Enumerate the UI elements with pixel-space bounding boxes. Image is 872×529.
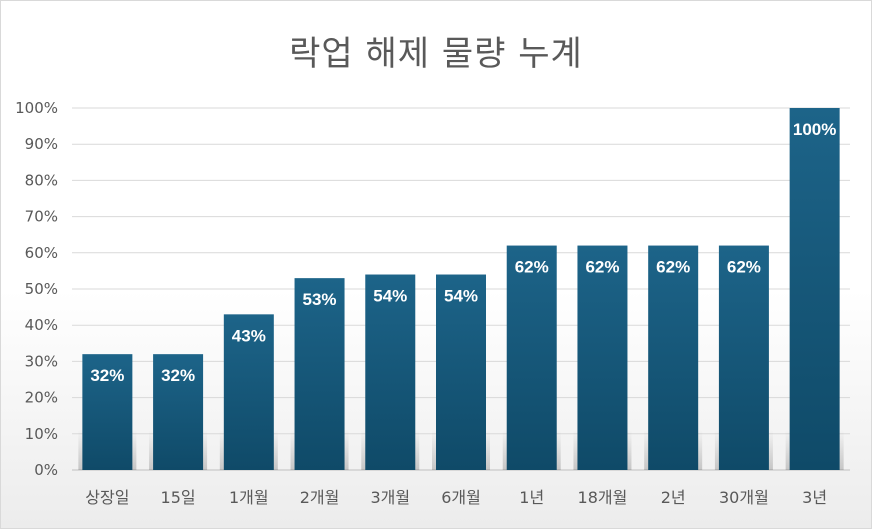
- y-tick-label: 10%: [25, 425, 58, 443]
- bar: [82, 354, 133, 470]
- data-label: 62%: [656, 258, 690, 277]
- x-tick-label: 6개월: [441, 488, 481, 507]
- data-label: 32%: [90, 366, 124, 385]
- bar: [789, 108, 840, 470]
- data-label: 53%: [303, 290, 337, 309]
- data-label: 54%: [373, 287, 407, 306]
- bar: [577, 245, 628, 470]
- y-tick-label: 80%: [25, 171, 58, 189]
- data-label: 54%: [444, 287, 478, 306]
- x-tick-label: 18개월: [578, 488, 628, 507]
- bar: [436, 274, 486, 470]
- bar: [648, 245, 699, 470]
- data-label: 62%: [727, 258, 761, 277]
- y-tick-label: 50%: [25, 280, 58, 298]
- y-tick-label: 0%: [34, 461, 58, 479]
- x-tick-label: 1년: [519, 488, 544, 507]
- y-tick-label: 30%: [25, 352, 58, 370]
- bar: [365, 274, 416, 470]
- chart-title: 락업 해제 물량 누계: [289, 34, 583, 74]
- x-tick-label: 상장일: [85, 488, 129, 507]
- x-tick-label: 1개월: [229, 488, 269, 507]
- x-tick-label: 2년: [661, 488, 686, 507]
- data-label: 62%: [585, 258, 619, 277]
- data-label: 100%: [793, 120, 836, 139]
- x-tick-label: 15일: [161, 488, 196, 507]
- x-tick-label: 3개월: [370, 488, 410, 507]
- x-tick-label: 30개월: [719, 488, 769, 507]
- data-label: 43%: [232, 326, 266, 345]
- y-tick-label: 100%: [15, 99, 58, 117]
- bar: [294, 278, 345, 470]
- x-tick-label: 2개월: [300, 488, 340, 507]
- data-label: 62%: [515, 258, 549, 277]
- bar: [506, 245, 557, 470]
- y-tick-label: 70%: [25, 208, 58, 226]
- bar: [718, 245, 769, 470]
- y-tick-label: 90%: [25, 135, 58, 153]
- data-label: 32%: [161, 366, 195, 385]
- bar: [153, 354, 204, 470]
- y-tick-label: 60%: [25, 244, 58, 262]
- y-tick-label: 40%: [25, 316, 58, 334]
- bar: [223, 314, 274, 470]
- x-tick-label: 3년: [802, 488, 827, 507]
- y-tick-label: 20%: [25, 389, 58, 407]
